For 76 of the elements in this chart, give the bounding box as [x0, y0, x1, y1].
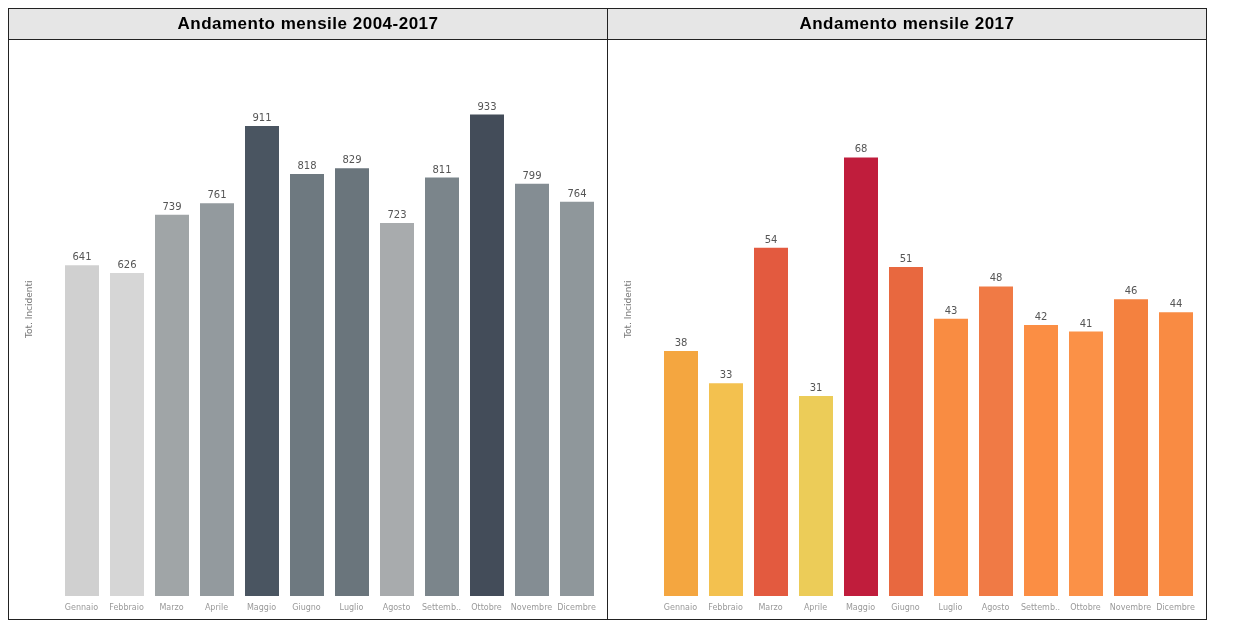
data-label: 739: [162, 200, 182, 212]
data-label: 42: [1034, 311, 1048, 323]
data-label: 933: [477, 100, 497, 112]
bar: [290, 173, 324, 596]
x-tick-label: Maggio: [845, 602, 876, 612]
bar: [560, 201, 594, 596]
x-tick-label: Agosto: [981, 602, 1010, 612]
x-tick-label: Febbraio: [109, 602, 144, 612]
x-tick-label: Gennaio: [663, 602, 698, 612]
y-axis-title: Tot. Incidenti: [24, 280, 35, 339]
data-label: 38: [674, 336, 688, 348]
bar: [515, 183, 549, 596]
bar: [844, 157, 878, 596]
bar: [1024, 325, 1058, 596]
bar: [335, 168, 369, 596]
bar: [979, 286, 1013, 596]
x-tick-label: Febbraio: [708, 602, 743, 612]
x-tick-label: Maggio: [246, 602, 277, 612]
data-label: 44: [1169, 298, 1183, 310]
data-label: 764: [567, 187, 587, 199]
data-label: 799: [522, 169, 542, 181]
data-label: 626: [117, 258, 137, 270]
chart-title: Andamento mensile 2017: [608, 9, 1206, 40]
y-axis-title: Tot. Incidenti: [623, 280, 634, 339]
x-tick-label: Marzo: [758, 602, 783, 612]
x-tick-label: Dicembre: [557, 602, 596, 612]
x-tick-label: Dicembre: [1156, 602, 1195, 612]
bar: [200, 203, 234, 596]
x-tick-label: Agosto: [382, 602, 411, 612]
bar: [1069, 331, 1103, 596]
bar: [245, 125, 279, 596]
bar: [425, 177, 459, 596]
bar: [754, 247, 788, 596]
bar: [155, 214, 189, 596]
bar: [1114, 299, 1148, 596]
x-tick-label: Settemb..: [421, 602, 462, 612]
chart-title: Andamento mensile 2004-2017: [9, 9, 607, 40]
data-label: 829: [342, 154, 362, 166]
bar: [799, 396, 833, 596]
data-label: 68: [854, 143, 868, 155]
data-label: 48: [989, 272, 1003, 284]
data-label: 31: [809, 382, 823, 394]
data-label: 41: [1079, 317, 1093, 329]
data-label: 33: [719, 369, 733, 381]
data-label: 51: [899, 253, 913, 265]
x-tick-label: Giugno: [891, 602, 920, 612]
data-label: 761: [207, 189, 227, 201]
data-label: 811: [432, 163, 452, 175]
bar: [380, 222, 414, 596]
bar: [470, 114, 504, 596]
data-label: 723: [387, 208, 407, 220]
x-tick-label: Aprile: [803, 602, 828, 612]
x-tick-label: Novembre: [510, 602, 553, 612]
data-label: 911: [252, 111, 272, 123]
bar: [110, 272, 144, 596]
bar: [65, 265, 99, 596]
x-tick-label: Settemb..: [1020, 602, 1061, 612]
x-tick-label: Luglio: [339, 602, 364, 612]
x-tick-label: Ottobre: [471, 602, 502, 612]
data-label: 43: [944, 304, 958, 316]
data-label: 818: [297, 159, 317, 171]
x-tick-label: Ottobre: [1070, 602, 1101, 612]
x-tick-label: Marzo: [159, 602, 184, 612]
bar: [1159, 312, 1193, 596]
x-tick-label: Novembre: [1109, 602, 1152, 612]
x-tick-label: Giugno: [292, 602, 321, 612]
bar: [709, 383, 743, 596]
data-label: 641: [72, 251, 92, 263]
x-tick-label: Aprile: [204, 602, 229, 612]
x-tick-label: Gennaio: [64, 602, 99, 612]
bar: [889, 267, 923, 596]
data-label: 46: [1124, 285, 1138, 297]
data-label: 54: [764, 233, 778, 245]
bar: [934, 318, 968, 596]
bar: [664, 350, 698, 596]
x-tick-label: Luglio: [938, 602, 963, 612]
